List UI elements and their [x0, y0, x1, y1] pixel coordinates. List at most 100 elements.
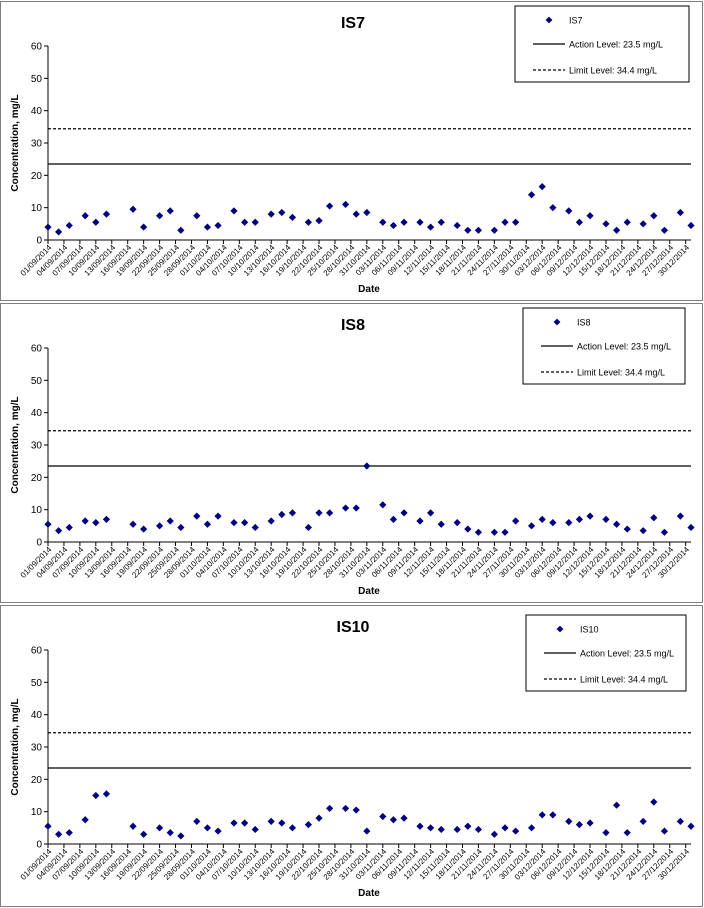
- data-point: [549, 811, 557, 819]
- data-point: [92, 791, 100, 800]
- data-point: [416, 517, 424, 525]
- data-point: [379, 812, 387, 821]
- data-point: [549, 204, 557, 212]
- data-point: [129, 205, 137, 213]
- data-point: [214, 221, 222, 230]
- data-point: [326, 202, 334, 210]
- data-point: [660, 528, 669, 536]
- data-point: [278, 208, 286, 217]
- y-tick-label: 10: [31, 203, 43, 214]
- y-tick-label: 50: [31, 678, 43, 689]
- data-point: [315, 814, 323, 822]
- data-point: [214, 512, 222, 520]
- data-point: [527, 191, 536, 199]
- data-point: [166, 829, 174, 837]
- data-point: [251, 218, 259, 226]
- data-point: [464, 525, 472, 533]
- y-tick-label: 60: [31, 344, 43, 355]
- data-point: [389, 816, 398, 824]
- data-point: [326, 509, 334, 517]
- data-point: [65, 523, 73, 532]
- data-point: [687, 221, 695, 230]
- data-point: [230, 207, 238, 215]
- data-point: [427, 509, 435, 517]
- data-point: [623, 525, 631, 533]
- data-point: [389, 221, 398, 230]
- data-point: [613, 226, 621, 234]
- y-tick-label: 30: [31, 743, 43, 754]
- y-tick-label: 30: [31, 441, 43, 452]
- legend-label: Action Level: 23.5 mg/L: [580, 649, 674, 659]
- data-point: [140, 525, 148, 533]
- chart-panel-is10: IS10 0 10 20 30 40 50 60 01/09/2014 04/09/2014 07/…: [0, 605, 703, 907]
- data-point: [241, 819, 249, 827]
- data-point: [639, 220, 647, 228]
- data-point: [565, 519, 573, 527]
- data-point: [341, 804, 350, 813]
- data-point: [639, 817, 647, 825]
- data-point: [129, 822, 137, 830]
- data-point: [352, 806, 360, 814]
- data-point: [623, 218, 631, 226]
- data-point: [193, 212, 201, 220]
- legend: IS10 Action Level: 23.5 mg/L Limit Level: …: [525, 614, 687, 692]
- data-point: [400, 509, 408, 517]
- data-point: [416, 218, 424, 226]
- data-point: [687, 822, 695, 830]
- data-point: [341, 504, 350, 512]
- data-point: [230, 819, 238, 827]
- y-tick-label: 50: [31, 74, 43, 85]
- data-point: [501, 218, 509, 226]
- data-point: [55, 527, 63, 535]
- legend: IS8 Action Level: 23.5 mg/L Limit Level: 3…: [522, 307, 686, 385]
- data-point: [230, 519, 238, 527]
- data-point: [490, 528, 498, 536]
- data-point: [65, 829, 73, 837]
- data-point: [177, 832, 185, 840]
- data-point: [602, 220, 610, 228]
- data-point: [267, 817, 275, 825]
- data-point: [81, 212, 89, 220]
- data-point: [155, 824, 164, 832]
- data-point: [575, 515, 584, 523]
- data-point: [251, 523, 259, 532]
- data-point: [363, 208, 371, 217]
- data-point: [650, 514, 658, 522]
- y-tick-label: 20: [31, 775, 43, 786]
- data-point: [660, 226, 669, 234]
- y-axis-label: Concentration, mg/L: [10, 396, 21, 493]
- data-point: [214, 827, 222, 835]
- data-point: [379, 218, 387, 226]
- data-point: [267, 210, 275, 218]
- data-point: [549, 519, 557, 527]
- data-point: [44, 223, 52, 231]
- chart-title: IS8: [341, 317, 365, 334]
- y-tick-label: 0: [36, 236, 42, 247]
- data-point: [527, 824, 536, 832]
- data-point: [315, 509, 323, 517]
- data-point: [586, 512, 594, 520]
- y-tick-label: 20: [31, 473, 43, 484]
- data-point: [474, 825, 483, 834]
- data-point: [166, 517, 174, 525]
- data-point: [288, 824, 297, 832]
- data-point: [538, 811, 546, 819]
- chart-title: IS10: [337, 619, 370, 636]
- data-point: [304, 523, 312, 532]
- data-point: [140, 223, 148, 231]
- data-point: [65, 221, 73, 230]
- chart-svg: IS10010203040506001/09/201404/09/201407/…: [10, 614, 695, 899]
- y-axis-label: Concentration, mg/L: [10, 94, 21, 191]
- data-point: [166, 207, 174, 215]
- data-point: [203, 223, 212, 231]
- data-point: [241, 519, 249, 527]
- legend-label: IS8: [577, 318, 591, 328]
- data-point: [474, 226, 483, 234]
- data-point: [92, 218, 100, 226]
- data-point: [453, 519, 461, 527]
- data-point: [565, 817, 573, 825]
- y-tick-label: 40: [31, 710, 43, 721]
- data-point: [512, 218, 520, 226]
- y-tick-label: 60: [31, 646, 43, 657]
